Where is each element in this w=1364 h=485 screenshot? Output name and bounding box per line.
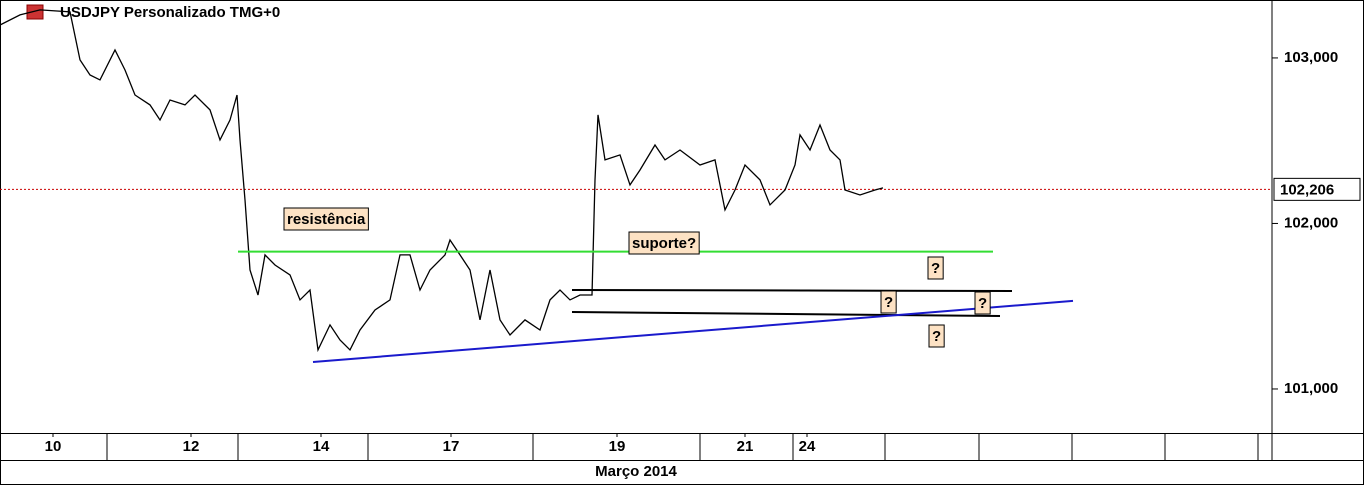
annotation-text: resistência — [287, 211, 366, 228]
annotation-box — [927, 256, 944, 280]
annotation-box — [928, 324, 945, 348]
x-tick-label: 17 — [443, 438, 460, 455]
trend-line — [571, 311, 1001, 317]
annotation: ? — [880, 290, 897, 314]
y-tick-label: 103,000 — [1284, 49, 1338, 66]
current-price-box — [1273, 177, 1361, 201]
annotation-text: ? — [931, 260, 940, 277]
annotation-box — [283, 207, 369, 231]
x-tick-label: 12 — [183, 438, 200, 455]
x-tick-label: 21 — [737, 438, 754, 455]
price-line — [0, 9, 884, 353]
symbol-icon — [26, 4, 44, 20]
chart-title: USDJPY Personalizado TMG+0 — [60, 4, 280, 21]
annotation-box — [880, 290, 897, 314]
trend-line — [312, 299, 1074, 363]
current-price-label: 102,206 — [1280, 181, 1334, 198]
x-tick-label: 24 — [799, 438, 816, 455]
y-tick-label: 102,000 — [1284, 214, 1338, 231]
annotation: ? — [928, 324, 945, 348]
annotation-text: ? — [884, 294, 893, 311]
annotation-text: ? — [932, 328, 941, 345]
y-tick-label: 101,000 — [1284, 380, 1338, 397]
annotation: ? — [974, 291, 991, 315]
trend-line — [571, 288, 1013, 292]
annotation-box — [628, 231, 700, 255]
x-tick-label: 19 — [609, 438, 626, 455]
x-tick-label: 10 — [45, 438, 62, 455]
annotation-text: ? — [978, 295, 987, 312]
annotation: ? — [927, 256, 944, 280]
annotation-box — [974, 291, 991, 315]
annotation-text: suporte? — [632, 235, 696, 252]
date-separators — [106, 433, 1259, 460]
x-axis-label: Março 2014 — [595, 463, 677, 480]
x-tick-label: 14 — [313, 438, 330, 455]
annotation: suporte? — [628, 231, 700, 255]
annotation: resistência — [283, 207, 369, 231]
